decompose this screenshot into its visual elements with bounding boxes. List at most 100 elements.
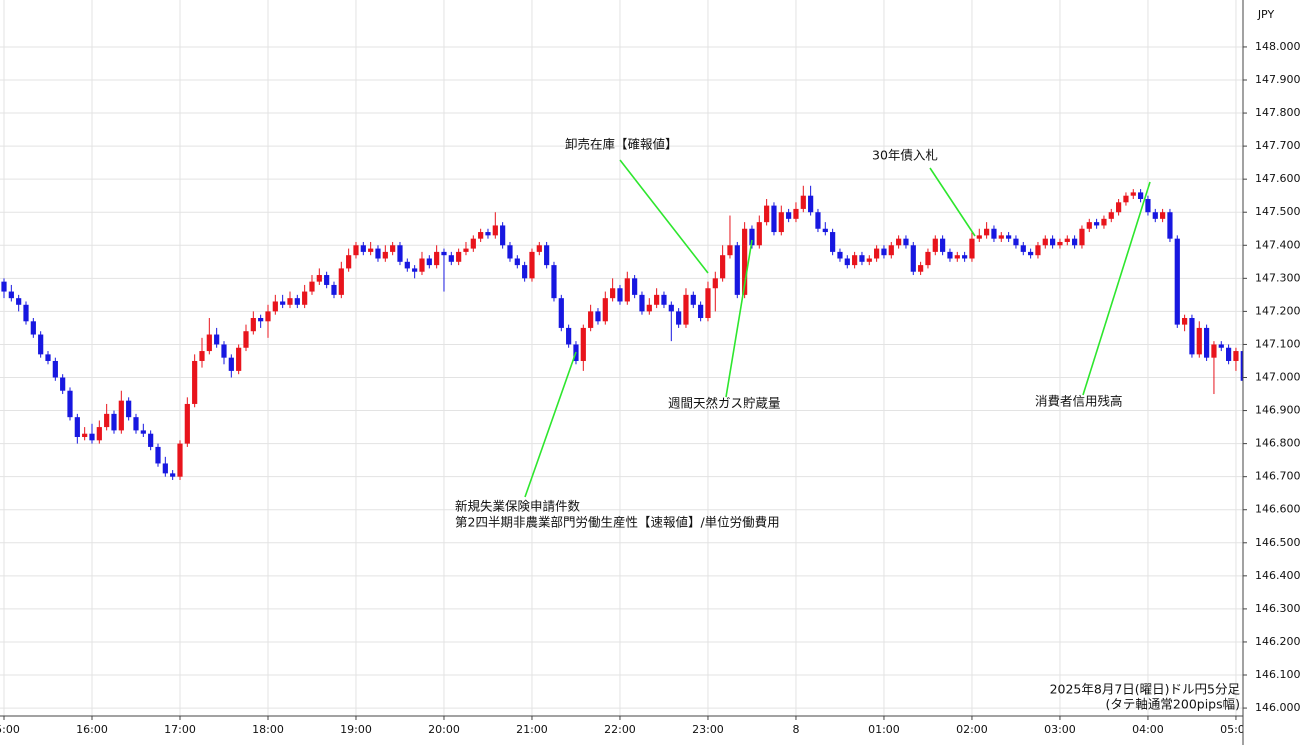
candle-body [1079, 228, 1085, 246]
x-tick-label: 18:00 [252, 723, 284, 736]
y-tick-label: 147.600 [1255, 172, 1300, 185]
candle-body [507, 245, 513, 259]
candle-body [874, 248, 880, 259]
candle-body [74, 417, 80, 438]
candle-body [925, 251, 931, 266]
candle-body [1020, 245, 1026, 252]
candle-body [991, 228, 997, 239]
annotation-line [929, 167, 976, 237]
candle-body [8, 291, 14, 299]
candle-body [353, 245, 359, 256]
currency-label: JPY [1257, 8, 1275, 21]
candle-body [118, 400, 124, 431]
candle-body [1130, 192, 1136, 196]
candle-body [60, 377, 66, 391]
candle-body [910, 245, 916, 272]
candle-body [206, 334, 212, 352]
candle-body [23, 304, 29, 322]
footer-line: (タテ軸通常200pips幅) [1106, 697, 1240, 712]
candle-body [903, 238, 909, 246]
candle-body [1006, 235, 1012, 239]
candle-body [287, 298, 293, 305]
candle-body [368, 248, 374, 252]
y-tick-label: 147.900 [1255, 73, 1300, 86]
candle-body [126, 400, 132, 418]
candle-body [800, 195, 806, 209]
x-tick-label: 19:00 [340, 723, 372, 736]
candle-body [30, 321, 36, 335]
candle-body [859, 255, 865, 262]
y-tick-label: 146.700 [1255, 470, 1300, 483]
candle-body [456, 251, 462, 262]
candle-body [1218, 344, 1224, 348]
candle-body [272, 301, 278, 312]
candle-body [727, 245, 733, 256]
annotation-line [725, 239, 753, 398]
candle-body [558, 298, 564, 328]
candle-body [360, 245, 366, 252]
candle-body [712, 278, 718, 289]
candle-body [984, 228, 990, 236]
candle-body [778, 212, 784, 233]
candle-body [1226, 347, 1232, 361]
annotation-text: 週間天然ガス貯蔵量 [668, 396, 781, 411]
candle-body [1050, 238, 1056, 246]
candle-body [866, 258, 872, 262]
candle-body [932, 238, 938, 252]
candle-body [1167, 212, 1173, 239]
candle-body [815, 212, 821, 229]
candle-body [698, 304, 704, 319]
candle-body [742, 228, 748, 295]
candle-body [390, 245, 396, 252]
candle-body [243, 331, 249, 348]
annotation-line [524, 351, 577, 498]
candle-body [192, 360, 198, 404]
candle-body [852, 255, 858, 266]
candle-body [624, 278, 630, 302]
y-tick-label: 147.400 [1255, 238, 1300, 251]
candle-body [265, 311, 271, 322]
x-tick-label: 05:00 [1220, 723, 1252, 736]
annotation-text: 卸売在庫【確報値】 [565, 137, 678, 152]
candle-body [419, 258, 425, 272]
candle-body [258, 318, 264, 322]
y-tick-label: 146.800 [1255, 437, 1300, 450]
candle-body [250, 318, 256, 332]
candle-body [1116, 202, 1122, 213]
annotation-text: 30年債入札 [872, 148, 938, 163]
candle-body [1094, 222, 1100, 226]
x-tick-label: 01:00 [868, 723, 900, 736]
candle-body [1182, 318, 1188, 325]
candle-body [551, 265, 557, 299]
candle-body [580, 327, 586, 361]
y-tick-label: 146.200 [1255, 635, 1300, 648]
y-tick-label: 146.300 [1255, 602, 1300, 615]
candle-body [67, 390, 73, 418]
candle-body [976, 235, 982, 239]
candle-body [793, 208, 799, 219]
candle-body [302, 291, 308, 305]
y-tick-label: 146.600 [1255, 503, 1300, 516]
candle-body [610, 288, 616, 299]
candle-body [1035, 245, 1041, 256]
candle-body [896, 238, 902, 246]
candle-body [1196, 327, 1202, 355]
candle-body [786, 212, 792, 219]
candle-body [375, 248, 381, 259]
candle-body [492, 225, 498, 236]
annotation-line [1082, 181, 1151, 396]
y-tick-label: 146.400 [1255, 569, 1300, 582]
candle-body [16, 298, 22, 305]
candle-body [404, 261, 410, 269]
candle-body [104, 413, 110, 428]
x-tick-label: 17:00 [164, 723, 196, 736]
candle-body [998, 235, 1004, 239]
x-tick-label: 02:00 [956, 723, 988, 736]
candle-body [1189, 318, 1195, 355]
x-tick-label: 15:00 [0, 723, 20, 736]
y-tick-label: 146.000 [1255, 701, 1300, 714]
candle-body [918, 265, 924, 272]
candle-body [184, 403, 190, 444]
